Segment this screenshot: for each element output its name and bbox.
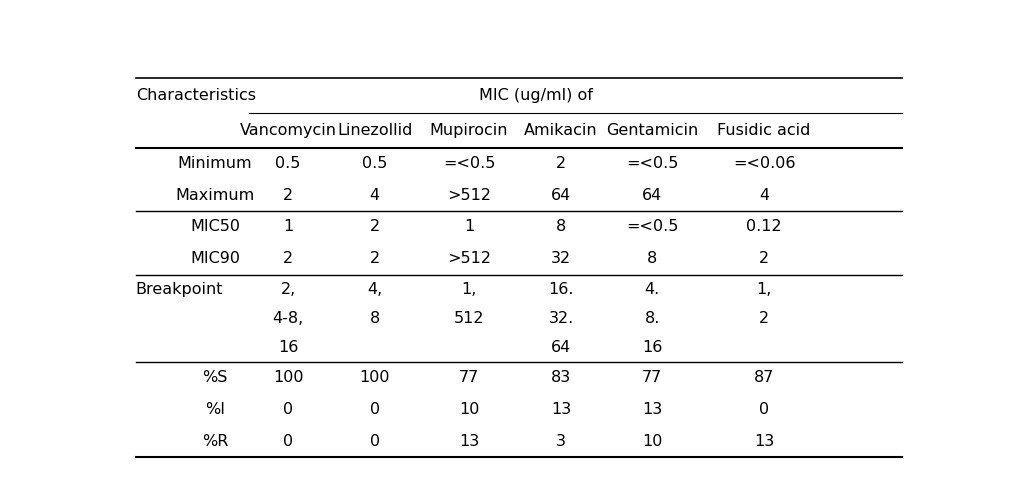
Text: 2: 2 <box>759 251 769 266</box>
Text: =<0.06: =<0.06 <box>733 156 796 171</box>
Text: Vancomycin: Vancomycin <box>240 123 337 138</box>
Text: 13: 13 <box>754 434 774 449</box>
Text: Characteristics: Characteristics <box>136 88 257 103</box>
Text: 4.: 4. <box>645 282 660 297</box>
Text: 0.5: 0.5 <box>362 156 388 171</box>
Text: 3: 3 <box>556 434 566 449</box>
Text: 32: 32 <box>551 251 571 266</box>
Text: 32.: 32. <box>548 311 573 325</box>
Text: 2: 2 <box>283 251 293 266</box>
Text: 10: 10 <box>459 402 479 417</box>
Text: 4-8,: 4-8, <box>272 311 303 325</box>
Text: 0: 0 <box>759 402 769 417</box>
Text: =<0.5: =<0.5 <box>626 219 679 234</box>
Text: 64: 64 <box>551 340 571 355</box>
Text: 2: 2 <box>369 251 380 266</box>
Text: %S: %S <box>202 370 227 385</box>
Text: 77: 77 <box>642 370 663 385</box>
Text: MIC (ug/ml) of: MIC (ug/ml) of <box>479 88 593 103</box>
Text: %I: %I <box>205 402 225 417</box>
Text: 2: 2 <box>556 156 566 171</box>
Text: 0: 0 <box>283 402 293 417</box>
Text: >512: >512 <box>447 251 491 266</box>
Text: Breakpoint: Breakpoint <box>136 282 223 297</box>
Text: 10: 10 <box>642 434 663 449</box>
Text: 16: 16 <box>278 340 298 355</box>
Text: 64: 64 <box>551 188 571 203</box>
Text: 8: 8 <box>556 219 566 234</box>
Text: 4: 4 <box>759 188 769 203</box>
Text: 0: 0 <box>283 434 293 449</box>
Text: 2,: 2, <box>280 282 295 297</box>
Text: 4: 4 <box>369 188 380 203</box>
Text: %R: %R <box>202 434 228 449</box>
Text: 4,: 4, <box>367 282 383 297</box>
Text: 77: 77 <box>459 370 479 385</box>
Text: 2: 2 <box>369 219 380 234</box>
Text: 13: 13 <box>642 402 663 417</box>
Text: 512: 512 <box>454 311 484 325</box>
Text: 8.: 8. <box>645 311 660 325</box>
Text: 8: 8 <box>369 311 380 325</box>
Text: Gentamicin: Gentamicin <box>606 123 698 138</box>
Text: 16: 16 <box>642 340 663 355</box>
Text: 13: 13 <box>459 434 479 449</box>
Text: 87: 87 <box>754 370 774 385</box>
Text: Minimum: Minimum <box>178 156 253 171</box>
Text: 13: 13 <box>551 402 571 417</box>
Text: 0.12: 0.12 <box>746 219 782 234</box>
Text: Fusidic acid: Fusidic acid <box>718 123 811 138</box>
Text: Maximum: Maximum <box>176 188 255 203</box>
Text: Linezollid: Linezollid <box>337 123 412 138</box>
Text: Amikacin: Amikacin <box>525 123 598 138</box>
Text: 0: 0 <box>369 402 380 417</box>
Text: =<0.5: =<0.5 <box>443 156 495 171</box>
Text: 8: 8 <box>648 251 658 266</box>
Text: 1: 1 <box>464 219 474 234</box>
Text: MIC50: MIC50 <box>190 219 240 234</box>
Text: MIC90: MIC90 <box>190 251 240 266</box>
Text: 0.5: 0.5 <box>275 156 300 171</box>
Text: 1: 1 <box>283 219 293 234</box>
Text: 2: 2 <box>283 188 293 203</box>
Text: 0: 0 <box>369 434 380 449</box>
Text: 100: 100 <box>359 370 390 385</box>
Text: 16.: 16. <box>548 282 573 297</box>
Text: 100: 100 <box>273 370 303 385</box>
Text: 1,: 1, <box>756 282 771 297</box>
Text: =<0.5: =<0.5 <box>626 156 679 171</box>
Text: Mupirocin: Mupirocin <box>429 123 509 138</box>
Text: 2: 2 <box>759 311 769 325</box>
Text: 64: 64 <box>642 188 663 203</box>
Text: >512: >512 <box>447 188 491 203</box>
Text: 1,: 1, <box>462 282 477 297</box>
Text: 83: 83 <box>551 370 571 385</box>
